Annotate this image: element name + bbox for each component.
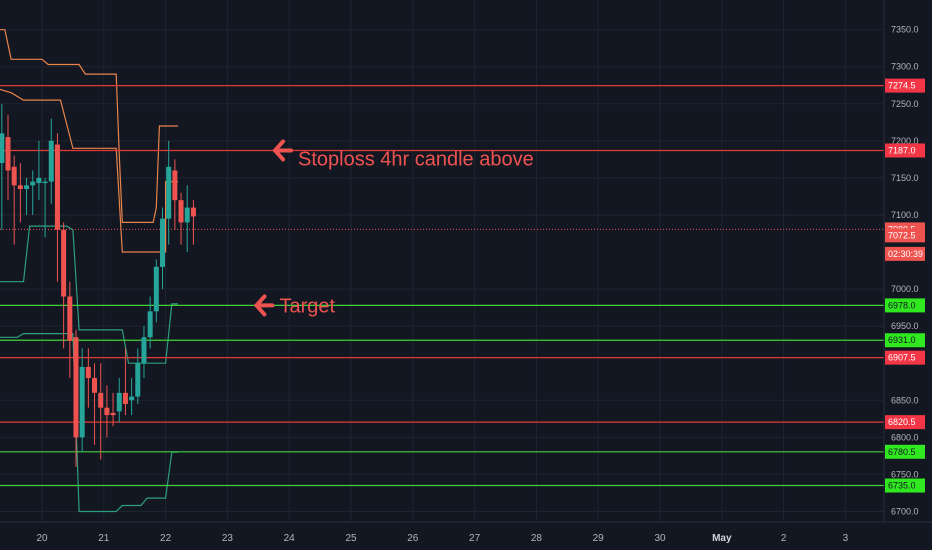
price-tick-label: 6850.0	[891, 395, 919, 405]
time-axis[interactable]: 20 21 22 23 24 25 26 27 28 29 30 May 2 3	[0, 521, 932, 544]
candle-body	[85, 366, 91, 379]
candle-body	[61, 229, 67, 297]
time-tick-label: 27	[469, 533, 481, 544]
level-price-badge-bg	[885, 143, 925, 158]
time-tick-label: 29	[593, 533, 605, 544]
candle-body	[166, 166, 172, 219]
candle-body	[67, 296, 73, 341]
time-tick-label: 30	[654, 533, 666, 544]
candle-body	[122, 392, 128, 404]
time-tick-label: 22	[160, 533, 172, 544]
candle-body	[178, 200, 184, 223]
time-tick-label: 21	[98, 533, 110, 544]
candle-body	[129, 396, 135, 401]
price-tick-label: 7150.0	[891, 173, 919, 183]
candle-body	[153, 266, 159, 312]
level-price-badge: 6907.5	[888, 353, 916, 363]
price-info-badge-bg	[885, 228, 925, 243]
time-tick-label: 23	[222, 533, 234, 544]
candle-body	[116, 392, 122, 412]
price-info-badge: 02:30:39	[888, 249, 923, 259]
price-tick-label: 6750.0	[891, 469, 919, 479]
candle-body	[104, 407, 110, 416]
price-tick-label: 7200.0	[891, 136, 919, 146]
candle-body	[190, 207, 196, 217]
candle-body	[141, 337, 147, 364]
donchian-green-upper-line	[0, 225, 178, 364]
donchian-green-lower-line	[0, 333, 178, 513]
level-price-badge: 7274.5	[888, 81, 916, 91]
price-info-badge-bg	[885, 246, 925, 261]
level-price-badge-bg	[885, 298, 925, 313]
candle-body	[36, 177, 42, 184]
candles	[0, 103, 196, 467]
price-axis[interactable]: 6700.0 6750.0 6800.0 6850.0 6950.0 7000.0 7100…	[883, 0, 925, 522]
candle-body	[79, 366, 85, 438]
candle-body	[135, 363, 141, 397]
price-tick-label: 6700.0	[891, 506, 919, 516]
level-price-badge: 6820.5	[888, 417, 916, 427]
price-tick-label: 7350.0	[891, 25, 919, 35]
time-tick-label: 25	[345, 533, 357, 544]
time-tick-label: 26	[407, 533, 419, 544]
time-tick-label: May	[712, 533, 732, 544]
chart-grid	[0, 0, 884, 522]
level-price-badge: 6780.5	[888, 447, 916, 457]
level-price-badge-bg	[885, 444, 925, 459]
candle-body	[92, 378, 98, 393]
level-price-badge-bg	[885, 415, 925, 430]
annotation: Stoploss 4hr candle above	[273, 139, 534, 170]
price-tick-label: 7250.0	[891, 99, 919, 109]
level-price-badge-bg	[885, 78, 925, 93]
candle-body	[11, 166, 17, 186]
level-price-badge: 6735.0	[888, 481, 916, 491]
price-tick-label: 6950.0	[891, 321, 919, 331]
price-info-badge: 7072.5	[888, 230, 916, 240]
annotation-text: Stoploss 4hr candle above	[298, 148, 534, 170]
candle-body	[24, 185, 30, 190]
price-tick-label: 7000.0	[891, 284, 919, 294]
candle-body	[98, 392, 104, 408]
annotations: Stoploss 4hr candle above Target	[254, 139, 534, 317]
level-price-badge-bg	[885, 478, 925, 493]
candle-body	[0, 133, 5, 164]
candle-body	[184, 207, 190, 223]
time-tick-label: 28	[531, 533, 543, 544]
time-tick-label: 24	[284, 533, 296, 544]
price-tick-label: 7100.0	[891, 210, 919, 220]
donchian-channels	[0, 29, 178, 513]
candle-body	[48, 140, 54, 182]
candle-body	[42, 181, 48, 184]
candle-body	[147, 311, 153, 338]
level-price-badge-bg	[885, 333, 925, 348]
level-price-badge: 7187.0	[888, 145, 916, 155]
price-tick-label: 6800.0	[891, 432, 919, 442]
price-tick-label: 7300.0	[891, 62, 919, 72]
donchian-orange-lower-line	[0, 88, 178, 253]
candle-body	[17, 185, 23, 190]
candle-body	[54, 144, 60, 230]
annotation: Target	[254, 294, 336, 317]
level-price-badge: 6931.0	[888, 335, 916, 345]
donchian-orange-upper-line	[0, 29, 178, 223]
time-tick-label: 2	[781, 533, 787, 544]
candle-body	[30, 181, 36, 186]
candle-body	[5, 137, 11, 171]
candle-body	[73, 337, 79, 438]
time-tick-label: 20	[36, 533, 48, 544]
annotation-text: Target	[279, 295, 335, 317]
time-tick-label: 3	[843, 533, 849, 544]
horizontal-levels	[0, 85, 884, 487]
candle-body	[160, 218, 166, 267]
level-price-badge: 6978.0	[888, 300, 916, 310]
candle-body	[172, 170, 178, 201]
level-price-badge-bg	[885, 350, 925, 365]
candle-body	[110, 412, 116, 416]
